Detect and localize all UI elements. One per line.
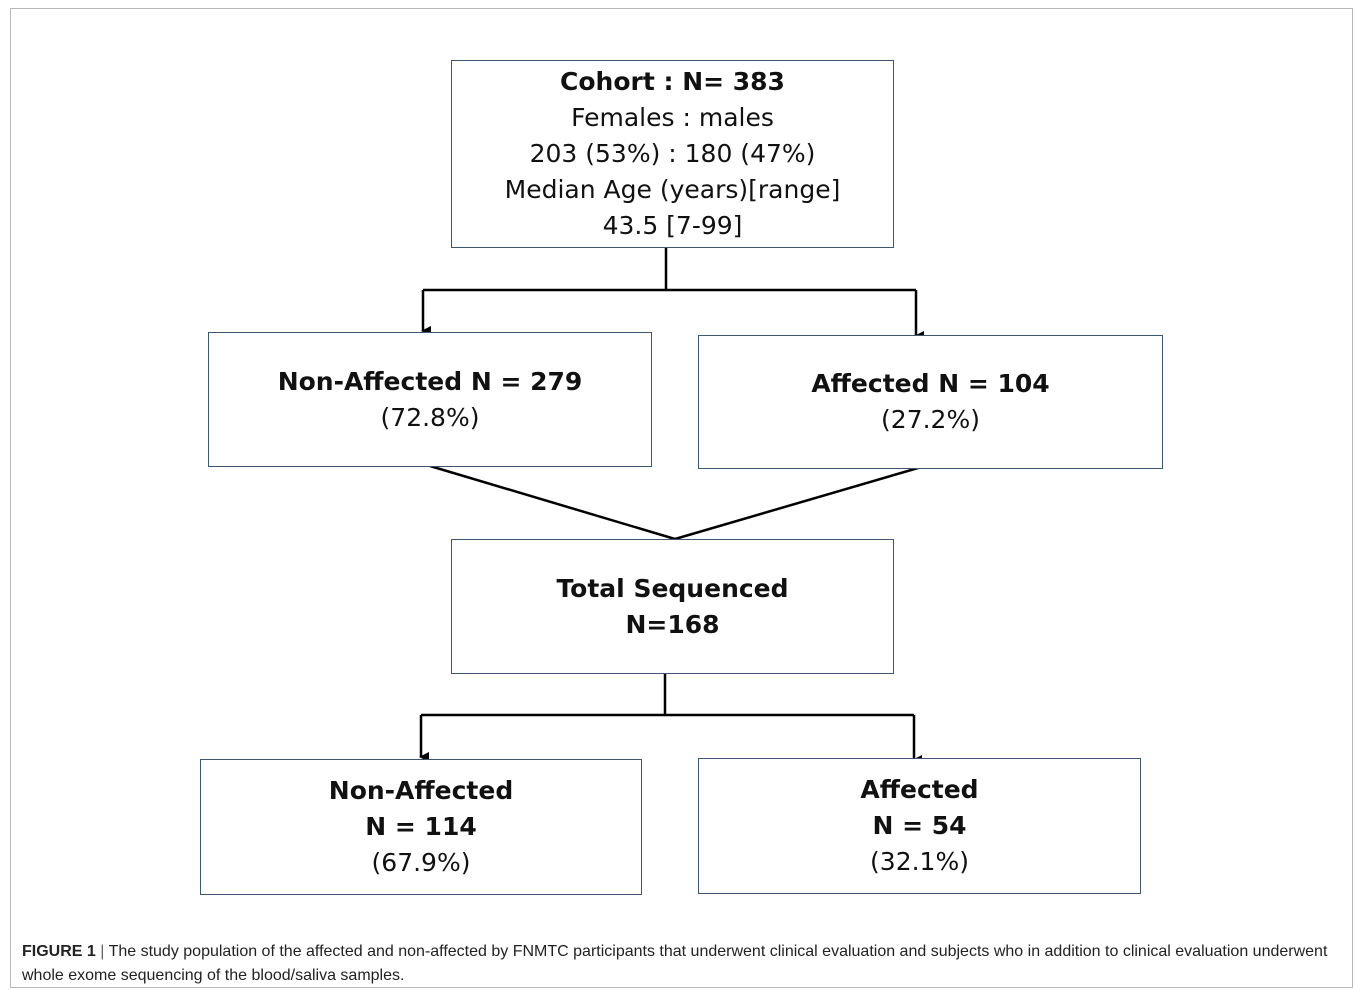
non-affected-seq-box: Non-Affected N = 114 (67.9%) xyxy=(200,759,642,895)
merge-line-right xyxy=(674,466,919,541)
merge-line-left xyxy=(429,464,676,541)
non-affected-all-title: Non-Affected N = 279 xyxy=(277,366,583,396)
cohort-box: Cohort : N= 383 Females : males 203 (53%… xyxy=(451,60,894,248)
total-sequenced-title: Total Sequenced xyxy=(556,573,789,603)
connector-cohort-split xyxy=(423,247,916,292)
caption-label: FIGURE 1 xyxy=(22,943,96,960)
figure-frame xyxy=(10,8,1353,988)
cohort-sex-label: Females : males xyxy=(571,103,774,132)
total-sequenced-box: Total Sequenced N=168 xyxy=(451,539,894,674)
affected-seq-title: Affected xyxy=(860,775,979,804)
cohort-age-label: Median Age (years)[range] xyxy=(504,175,841,204)
non-affected-seq-count: N = 114 xyxy=(365,812,477,841)
affected-all-box: Affected N = 104 (27.2%) xyxy=(698,335,1163,469)
cohort-age-values: 43.5 [7-99] xyxy=(602,211,743,240)
affected-seq-box: Affected N = 54 (32.1%) xyxy=(698,758,1141,894)
total-sequenced-count: N=168 xyxy=(625,609,720,639)
cohort-title: Cohort : N= 383 xyxy=(560,67,785,96)
non-affected-seq-title: Non-Affected xyxy=(328,776,514,805)
non-affected-seq-percent: (67.9%) xyxy=(371,848,471,877)
figure-caption: FIGURE 1 | The study population of the a… xyxy=(22,940,1342,988)
non-affected-all-percent: (72.8%) xyxy=(380,402,480,432)
connector-sequenced-split xyxy=(421,674,914,717)
caption-separator: | xyxy=(100,943,105,960)
affected-seq-count: N = 54 xyxy=(872,811,967,840)
affected-all-percent: (27.2%) xyxy=(881,405,980,434)
affected-seq-percent: (32.1%) xyxy=(870,847,969,876)
caption-text: The study population of the affected and… xyxy=(22,943,1328,984)
affected-all-title: Affected N = 104 xyxy=(811,369,1050,398)
cohort-sex-values: 203 (53%) : 180 (47%) xyxy=(529,139,816,168)
non-affected-all-box: Non-Affected N = 279 (72.8%) xyxy=(208,332,652,467)
